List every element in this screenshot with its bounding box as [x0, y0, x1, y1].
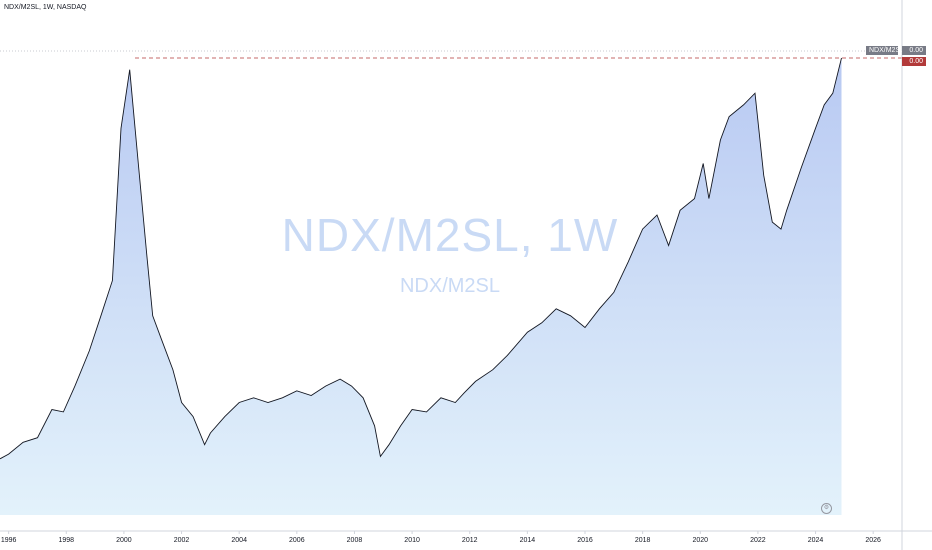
x-tick-label: 2018	[634, 537, 651, 544]
x-tick-label: 2016	[577, 537, 593, 544]
area-fill	[0, 58, 842, 515]
last-value-badge: 0.00	[902, 57, 926, 66]
gear-icon[interactable]: ⚙	[821, 503, 832, 514]
symbol-header: NDX/M2SL, 1W, NASDAQ	[4, 4, 87, 11]
x-tick-label: 1998	[58, 537, 75, 544]
watermark-title: NDX/M2SL, 1W	[281, 209, 619, 261]
x-tick-label: 2012	[461, 537, 478, 544]
x-tick-label: 2020	[692, 537, 709, 544]
x-tick-label: 2006	[289, 537, 305, 544]
x-tick-label: 2002	[173, 537, 190, 544]
x-tick-label: 1996	[0, 537, 17, 544]
symbol-value-badge: 0.00	[902, 46, 926, 55]
x-tick-label: 2022	[750, 537, 766, 544]
x-tick-label: 2024	[807, 537, 824, 544]
x-tick-label: 2008	[346, 537, 363, 544]
watermark-subtitle: NDX/M2SL	[399, 275, 501, 297]
x-tick-label: 2000	[116, 537, 132, 544]
x-tick-label: 2026	[865, 537, 881, 544]
price-line	[0, 57, 842, 460]
x-tick-label: 2010	[404, 537, 420, 544]
x-tick-label: 2004	[231, 537, 247, 544]
x-tick-label: 2014	[519, 537, 536, 544]
symbol-badge[interactable]: NDX/M2SL	[866, 46, 904, 55]
